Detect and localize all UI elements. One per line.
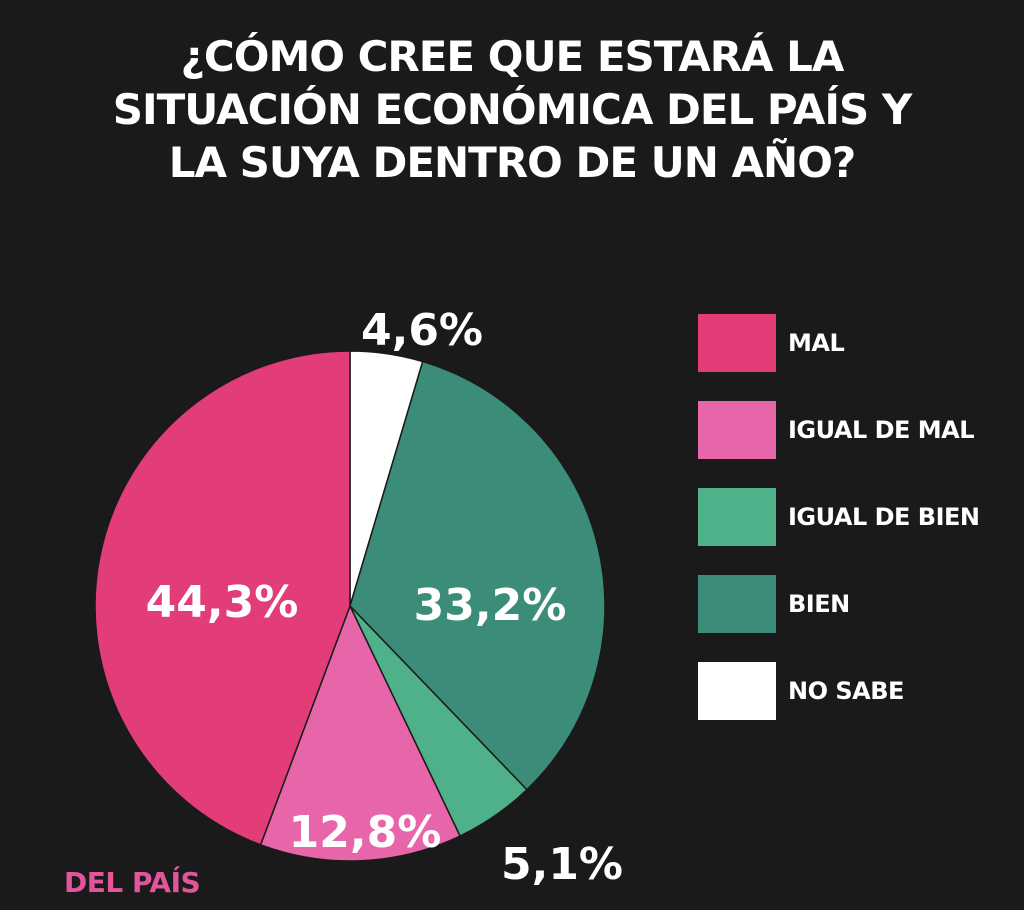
chart-title-line: SITUACIÓN ECONÓMICA DEL PAÍS Y [112,85,913,134]
chart-legend: MAL IGUAL DE MAL IGUAL DE BIEN BIEN NO S… [698,314,1018,749]
legend-label: IGUAL DE MAL [788,416,975,444]
legend-item-igual-de-mal: IGUAL DE MAL [698,401,1018,459]
legend-swatch [698,662,776,720]
legend-label: IGUAL DE BIEN [788,503,980,531]
slice-data-label: 12,8% [289,807,442,858]
legend-label: MAL [788,329,845,357]
legend-swatch [698,488,776,546]
legend-swatch [698,314,776,372]
pie-slice-bien [349,360,606,791]
slice-data-label: 5,1% [501,839,623,890]
legend-item-bien: BIEN [698,575,1018,633]
legend-item-mal: MAL [698,314,1018,372]
legend-item-igual-de-bien: IGUAL DE BIEN [698,488,1018,546]
slice-data-label: 33,2% [414,580,567,631]
legend-swatch [698,401,776,459]
legend-label: BIEN [788,590,850,618]
chart-title: ¿CÓMO CREE QUE ESTARÁ LA SITUACIÓN ECONÓ… [0,30,1024,189]
source-credit: DEL PAÍS [64,866,201,899]
legend-swatch [698,575,776,633]
slice-data-label: 44,3% [146,577,299,628]
chart-title-line: LA SUYA DENTRO DE UN AÑO? [168,138,857,187]
pie-slice-igual-de-mal [259,604,462,862]
slice-data-label: 4,6% [361,305,483,356]
legend-item-no-sabe: NO SABE [698,662,1018,720]
pie-slice-mal [94,350,351,846]
chart-title-line: ¿CÓMO CREE QUE ESTARÁ LA [180,32,845,81]
legend-label: NO SABE [788,677,904,705]
